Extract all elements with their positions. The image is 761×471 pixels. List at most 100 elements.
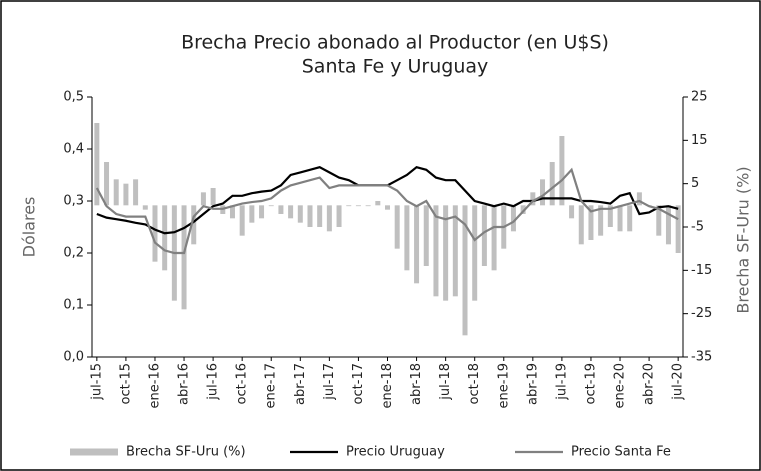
y2-tick-label: 5	[691, 176, 699, 191]
y-tick-label: 0,3	[63, 194, 84, 209]
bar	[530, 192, 536, 206]
bar	[656, 205, 662, 236]
bar	[104, 162, 110, 206]
x-tick-label: jul-18	[438, 363, 453, 401]
y2-tick-label: 15	[691, 133, 708, 148]
y2-tick-label: -5	[691, 220, 704, 235]
legend-label: Precio Santa Fe	[571, 445, 671, 460]
bar	[414, 205, 420, 284]
x-tick-label: oct-17	[351, 363, 366, 404]
bar	[423, 205, 429, 266]
x-tick-label: abr-18	[409, 363, 424, 405]
x-tick-label: jul-15	[89, 363, 104, 401]
y-tick-label: 0,5	[63, 90, 84, 105]
bar	[510, 205, 516, 232]
bar	[239, 205, 245, 236]
y-tick-label: 0,0	[63, 350, 84, 365]
bar	[278, 205, 284, 214]
bar	[162, 205, 168, 271]
bar	[569, 205, 575, 219]
bar	[249, 205, 255, 223]
bar	[200, 192, 206, 206]
bar	[191, 205, 197, 245]
y2-tick-label: -25	[691, 306, 712, 321]
legend-label: Brecha SF-Uru (%)	[126, 445, 246, 460]
y2-tick-label: 25	[691, 90, 708, 105]
bar	[433, 205, 439, 297]
x-tick-label: oct-19	[583, 363, 598, 404]
x-tick-label: oct-15	[118, 363, 133, 404]
bar	[123, 183, 129, 206]
bar	[472, 205, 478, 301]
x-tick-label: jul-19	[554, 363, 569, 401]
x-tick-label: ene-20	[613, 363, 628, 408]
bar	[404, 205, 410, 271]
chart-subtitle: Santa Fe y Uruguay	[302, 56, 489, 78]
bar	[443, 205, 449, 301]
bar	[268, 205, 274, 207]
bar	[375, 201, 381, 206]
bar	[152, 205, 158, 262]
bar	[607, 205, 613, 227]
y2-tick-label: -35	[691, 350, 712, 365]
y-tick-label: 0,4	[63, 142, 84, 157]
bar	[665, 205, 671, 245]
x-tick-label: jul-20	[671, 363, 686, 401]
bar	[578, 205, 584, 245]
bar	[394, 205, 400, 249]
bar	[259, 205, 265, 219]
y-axis-label: Dólares	[20, 197, 39, 258]
bar	[481, 205, 487, 266]
x-tick-label: oct-18	[467, 363, 482, 404]
bar	[142, 205, 148, 210]
bar	[336, 205, 342, 227]
bar	[288, 205, 294, 219]
bar	[559, 136, 565, 206]
y-tick-label: 0,1	[63, 298, 84, 313]
y2-axis-label: Brecha SF-Uru (%)	[734, 166, 753, 313]
bar	[588, 205, 594, 240]
bar	[491, 205, 497, 271]
y-tick-label: 0,2	[63, 246, 84, 261]
bar	[675, 205, 681, 253]
chart-title: Brecha Precio abonado al Productor (en U…	[181, 32, 609, 54]
x-tick-label: ene-19	[496, 363, 511, 408]
bar	[317, 205, 323, 227]
x-tick-label: ene-17	[264, 363, 279, 408]
line	[95, 167, 679, 255]
bar	[346, 205, 352, 207]
y2-tick-label: -15	[691, 263, 712, 278]
x-tick-label: oct-16	[235, 363, 250, 404]
bar	[365, 205, 371, 207]
legend-label: Precio Uruguay	[346, 445, 445, 460]
bar	[297, 205, 303, 223]
bar	[326, 205, 332, 232]
x-tick-label: ene-18	[380, 363, 395, 408]
bar	[627, 205, 633, 232]
bar	[229, 205, 235, 219]
bar	[113, 179, 119, 206]
bar	[549, 162, 555, 206]
bar	[133, 179, 139, 206]
bar	[598, 205, 604, 236]
x-tick-label: jul-17	[322, 363, 337, 401]
bar	[210, 188, 216, 206]
bar	[636, 192, 642, 206]
bar	[385, 205, 390, 210]
x-tick-label: jul-16	[206, 363, 221, 401]
bar	[540, 179, 546, 206]
x-tick-label: abr-19	[525, 363, 540, 405]
bar	[307, 205, 313, 227]
bar	[462, 205, 468, 336]
bar	[94, 123, 100, 206]
x-tick-label: abr-16	[177, 363, 192, 405]
bar	[355, 205, 361, 207]
x-tick-label: abr-17	[293, 363, 308, 405]
bar	[181, 205, 187, 310]
bar	[452, 205, 458, 297]
x-tick-label: ene-16	[147, 363, 162, 408]
bar	[617, 205, 623, 232]
x-tick-label: abr-20	[642, 363, 657, 405]
